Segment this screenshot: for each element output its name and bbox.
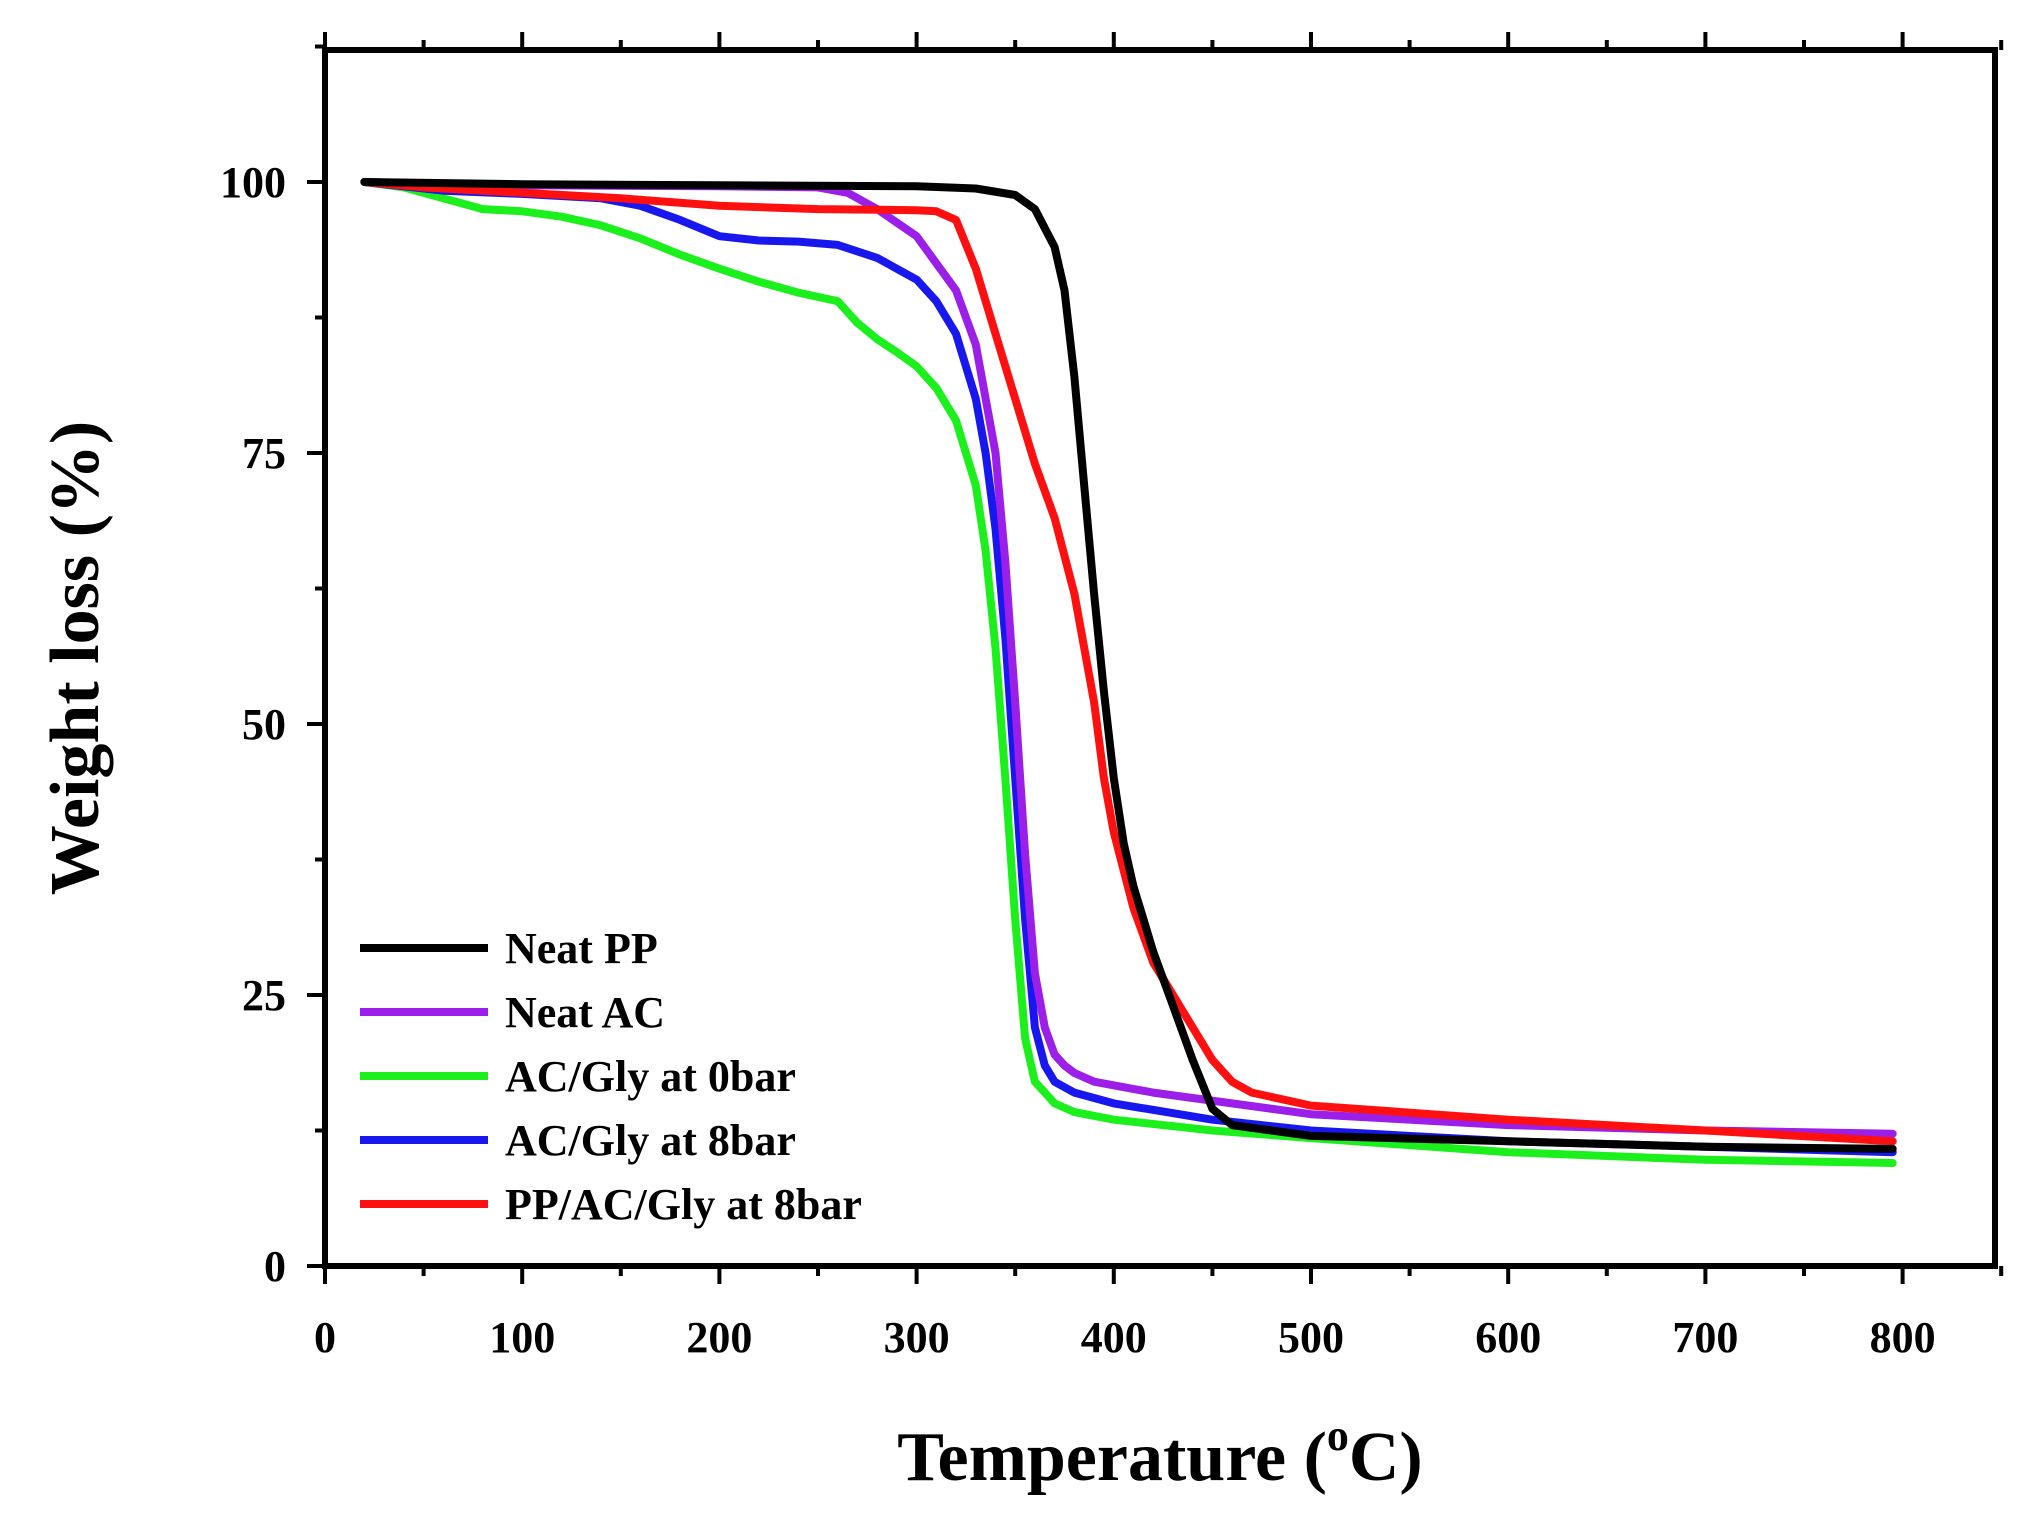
x-tick-label: 300	[884, 1313, 950, 1362]
x-tick-label: 100	[489, 1313, 555, 1362]
y-tick-label: 50	[242, 700, 286, 749]
y-tick-label: 100	[220, 158, 286, 207]
x-tick-label: 500	[1278, 1313, 1344, 1362]
legend-label: AC/Gly at 0bar	[505, 1052, 796, 1101]
axis-ticks	[307, 32, 2004, 1284]
series-line-neat-pp	[360, 178, 1897, 1153]
series-line-ac-gly-at-8bar	[360, 178, 1897, 1157]
plot-lines	[360, 178, 1897, 1167]
plot-frame	[322, 47, 1998, 1269]
legend: Neat PP Neat AC AC/Gly at 0bar AC/Gly at 8b…	[360, 924, 862, 1229]
x-tick-label: 200	[686, 1313, 752, 1362]
legend-label: Neat AC	[505, 988, 665, 1037]
legend-label: Neat PP	[505, 924, 658, 973]
x-tick-label: 700	[1672, 1313, 1738, 1362]
x-tick-label: 400	[1081, 1313, 1147, 1362]
series-line-ac-gly-at-0bar	[360, 178, 1897, 1167]
x-tick-label: 0	[314, 1313, 336, 1362]
y-tick-labels: 0 25 50 75 100	[220, 158, 286, 1291]
series-line-pp-ac-gly-at-8bar	[360, 178, 1897, 1146]
x-axis-title: Temperature (oC)	[897, 1411, 1423, 1496]
y-tick-label: 0	[264, 1242, 286, 1291]
x-tick-label: 600	[1475, 1313, 1541, 1362]
x-tick-label: 800	[1870, 1313, 1936, 1362]
y-axis-title: Weight loss (%)	[37, 421, 114, 895]
y-tick-label: 75	[242, 429, 286, 478]
legend-label: AC/Gly at 8bar	[505, 1116, 796, 1165]
x-tick-labels: 0 100 200 300 400 500 600 700 800	[314, 1313, 1936, 1362]
series-line-neat-ac	[360, 178, 1897, 1138]
y-tick-label: 25	[242, 971, 286, 1020]
legend-label: PP/AC/Gly at 8bar	[505, 1180, 862, 1229]
